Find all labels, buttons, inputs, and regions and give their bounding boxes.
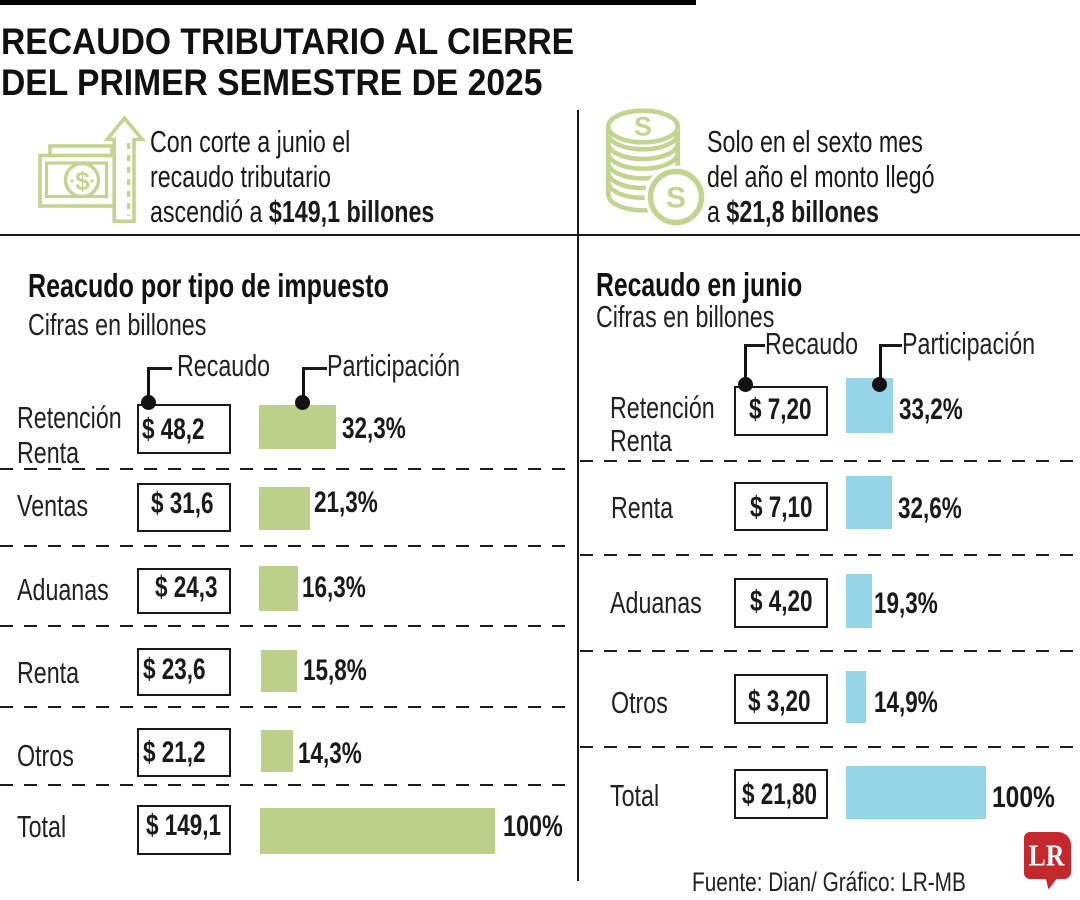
svg-text:$: $ — [75, 166, 90, 196]
svg-text:LR: LR — [1029, 838, 1066, 873]
svg-text:S: S — [634, 112, 652, 142]
svg-text:S: S — [666, 182, 686, 215]
